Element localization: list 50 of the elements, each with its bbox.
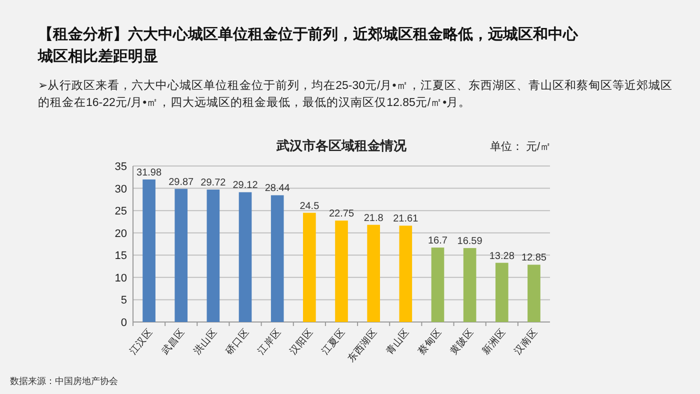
x-tick-label: 青山区	[383, 326, 412, 357]
y-tick-label: 30	[114, 183, 127, 196]
text: 单位： 元/㎡	[490, 140, 552, 153]
x-tick-label: 黄陂区	[448, 326, 476, 357]
bar	[528, 264, 540, 322]
chart-subtitle: 【租金分析】六大中心城区单位租金位于前列，近郊城区租金略低，远城区和中心城区相比差距明显	[38, 25, 578, 67]
source-note: 数据来源：中国房地产协会	[10, 376, 118, 386]
data-label: 16.7	[428, 236, 448, 247]
bar	[495, 262, 508, 322]
bar	[463, 248, 476, 322]
x-tick-label: 武昌区	[158, 326, 188, 357]
x-tick-label: 蔡甸区	[416, 326, 444, 357]
data-label: 16.59	[457, 236, 483, 248]
data-label: 21.8	[364, 212, 384, 224]
data-label: 12.85	[521, 252, 547, 264]
y-tick-label: 15	[114, 250, 127, 262]
bar	[174, 188, 188, 322]
y-tick-label: 0	[120, 317, 127, 329]
bar	[399, 226, 412, 322]
y-tick-label: 5	[120, 294, 127, 307]
data-label: 31.98	[136, 167, 162, 178]
bar	[270, 195, 284, 322]
bar	[303, 212, 316, 322]
bar	[238, 192, 252, 322]
chart-title: 武汉市各区域租金情况	[276, 138, 408, 153]
data-label: 28.44	[264, 183, 290, 194]
x-tick-label: 江汉区	[126, 326, 156, 357]
data-label: 24.5	[300, 200, 320, 212]
data-label: 29.87	[168, 176, 194, 188]
data-label: 13.28	[489, 250, 515, 262]
x-tick-label: 洪山区	[191, 326, 220, 357]
bar	[142, 179, 156, 322]
data-label: 21.61	[393, 214, 419, 225]
bar	[335, 220, 348, 322]
y-tick-label: 35	[114, 161, 127, 173]
data-label: 22.75	[328, 208, 354, 220]
bar	[367, 224, 380, 322]
x-tick-label: 硚口区	[222, 326, 252, 358]
bar	[206, 190, 220, 322]
text: ➢从行政区来看，六大中心城区单位租金位于前列，均在25-30元/月•㎡，江夏区、东西湖区、青山区和蔡甸区等近郊城区的租金在16-22元/月•㎡，四大远城区的租金最低，最低的汉南区仅12.85元/㎡•月。	[38, 78, 674, 111]
x-tick-label: 汉南区	[512, 326, 540, 357]
x-tick-label: 江岸区	[255, 326, 284, 357]
x-tick-label: 汉阳区	[287, 326, 316, 357]
data-label: 29.72	[200, 178, 226, 189]
y-tick-label: 20	[114, 228, 127, 240]
y-tick-label: 25	[114, 206, 127, 218]
data-label: 29.12	[232, 180, 258, 192]
x-tick-label: 新洲区	[480, 326, 508, 357]
bar	[431, 248, 444, 322]
y-tick-label: 10	[114, 272, 127, 284]
